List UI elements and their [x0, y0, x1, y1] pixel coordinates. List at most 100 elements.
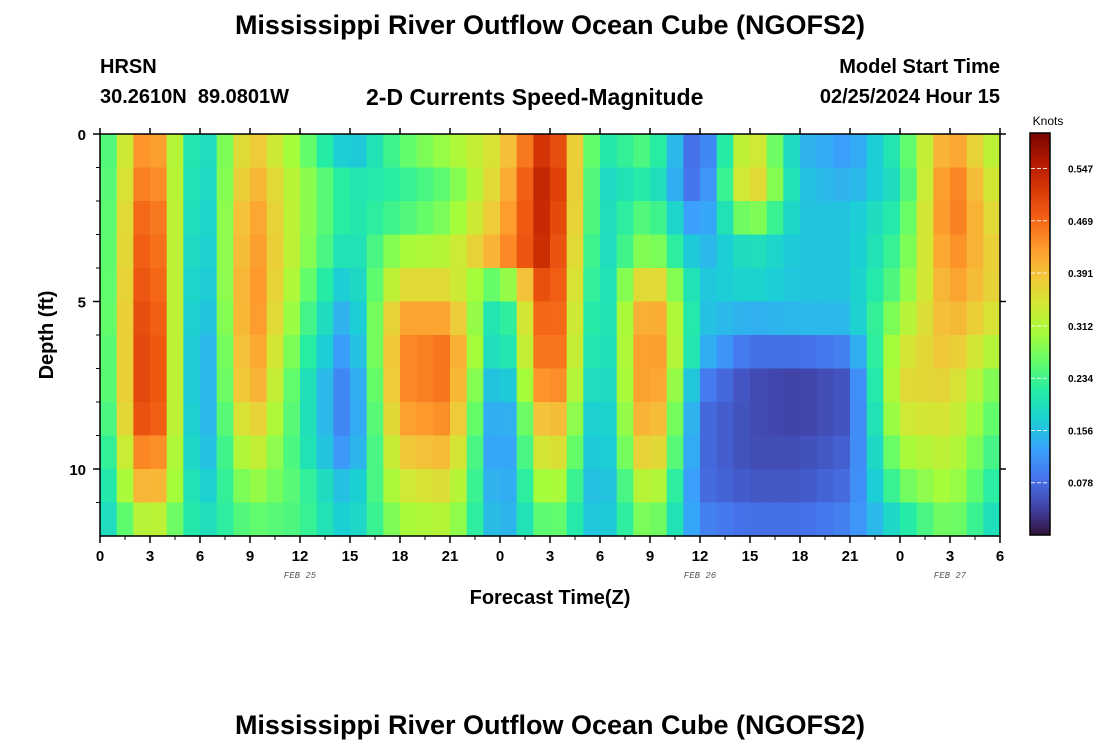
heatmap-cell — [283, 301, 301, 336]
heatmap-cell — [550, 402, 568, 437]
heatmap-cell — [983, 234, 1001, 269]
heatmap-cell — [400, 502, 418, 537]
heatmap-cell — [683, 335, 701, 370]
heatmap-cell — [966, 301, 984, 336]
heatmap-cell — [666, 502, 684, 537]
heatmap-cell — [416, 234, 434, 269]
heatmap-cell — [850, 402, 868, 437]
heatmap-cell — [450, 268, 468, 303]
heatmap-cell — [800, 335, 818, 370]
heatmap-cell — [466, 469, 484, 504]
heatmap-cell — [766, 134, 784, 169]
heatmap-cell — [183, 301, 201, 336]
heatmap-cell — [350, 268, 368, 303]
heatmap-cell — [983, 201, 1001, 236]
heatmap-cell — [383, 402, 401, 437]
heatmap-cell — [483, 402, 501, 437]
heatmap-cell — [933, 335, 951, 370]
heatmap-cell — [800, 301, 818, 336]
heatmap-cell — [750, 134, 768, 169]
heatmap-cell — [400, 435, 418, 470]
heatmap-cell — [900, 201, 918, 236]
heatmap-cell — [266, 268, 284, 303]
heatmap-cell — [416, 201, 434, 236]
heatmap-cell — [400, 268, 418, 303]
heatmap-cell — [866, 268, 884, 303]
heatmap-cell — [150, 201, 168, 236]
heatmap-cell — [816, 335, 834, 370]
heatmap-cell — [116, 201, 134, 236]
heatmap-cell — [850, 435, 868, 470]
heatmap-cell — [200, 469, 218, 504]
heatmap-cell — [366, 268, 384, 303]
heatmap-cell — [600, 167, 618, 202]
heatmap-cell — [266, 301, 284, 336]
heatmap-cell — [150, 335, 168, 370]
heatmap-cell — [383, 368, 401, 403]
heatmap-cell — [483, 134, 501, 169]
heatmap-cell — [800, 268, 818, 303]
heatmap-cell — [150, 234, 168, 269]
x-tick-label: 21 — [842, 548, 859, 565]
heatmap-cell — [316, 469, 334, 504]
heatmap-cell — [133, 435, 151, 470]
heatmap-cell — [150, 301, 168, 336]
heatmap-cell — [833, 301, 851, 336]
heatmap-cell — [750, 402, 768, 437]
heatmap-cell — [366, 234, 384, 269]
heatmap-cell — [683, 301, 701, 336]
heatmap-cell — [183, 502, 201, 537]
heatmap-cell — [983, 502, 1001, 537]
heatmap-cell — [133, 268, 151, 303]
heatmap-cell — [633, 469, 651, 504]
heatmap-cell — [450, 402, 468, 437]
heatmap-cell — [366, 335, 384, 370]
heatmap-cell — [983, 268, 1001, 303]
heatmap-cell — [200, 301, 218, 336]
heatmap-cell — [300, 335, 318, 370]
heatmap-cell — [283, 402, 301, 437]
heatmap-cell — [483, 335, 501, 370]
heatmap-cell — [283, 234, 301, 269]
heatmap-cell — [266, 368, 284, 403]
heatmap-cell — [533, 502, 551, 537]
heatmap-cell — [966, 368, 984, 403]
heatmap-cell — [300, 469, 318, 504]
x-tick-label: 15 — [742, 548, 759, 565]
heatmap-cell — [116, 335, 134, 370]
colorbar-tick-label: 0.469 — [1068, 217, 1093, 228]
heatmap-cell — [583, 134, 601, 169]
heatmap-cell — [833, 167, 851, 202]
heatmap-cell — [466, 502, 484, 537]
heatmap-cell — [650, 368, 668, 403]
heatmap-cell — [933, 402, 951, 437]
heatmap-cell — [916, 469, 934, 504]
heatmap-cell — [833, 435, 851, 470]
heatmap-cell — [316, 201, 334, 236]
heatmap-cell — [400, 368, 418, 403]
heatmap-cell — [516, 402, 534, 437]
heatmap-cell — [200, 335, 218, 370]
heatmap-cell — [966, 268, 984, 303]
heatmap-cell — [133, 234, 151, 269]
heatmap-cell — [100, 469, 118, 504]
page-title: Mississippi River Outflow Ocean Cube (NG… — [234, 10, 866, 40]
heatmap-cell — [350, 167, 368, 202]
heatmap-cell — [600, 368, 618, 403]
heatmap-cells — [100, 134, 1001, 537]
heatmap-cell — [716, 469, 734, 504]
heatmap-cell — [916, 268, 934, 303]
heatmap-cell — [416, 368, 434, 403]
heatmap-cell — [333, 134, 351, 169]
heatmap-cell — [666, 435, 684, 470]
heatmap-cell — [650, 301, 668, 336]
heatmap-cell — [666, 134, 684, 169]
heatmap-cell — [350, 234, 368, 269]
heatmap-cell — [600, 435, 618, 470]
heatmap-cell — [750, 335, 768, 370]
heatmap-cell — [766, 502, 784, 537]
heatmap-cell — [116, 368, 134, 403]
heatmap-cell — [566, 435, 584, 470]
heatmap-cell — [700, 268, 718, 303]
